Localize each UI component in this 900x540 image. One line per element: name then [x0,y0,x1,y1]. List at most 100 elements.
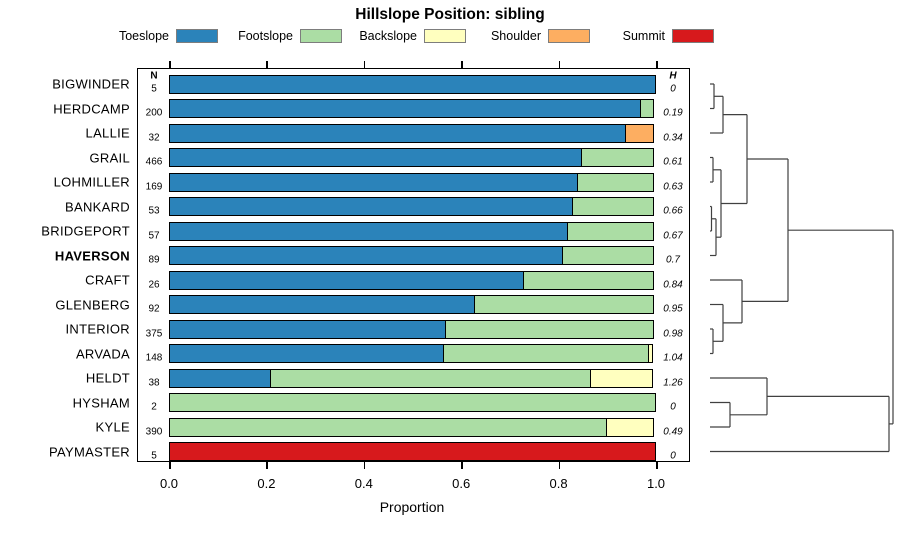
series-label: BANKARD [65,199,130,214]
table-row [169,319,656,339]
bar-segment-toeslope [169,344,445,363]
n-value: 5 [151,83,157,94]
bar-segment-toeslope [169,123,627,143]
toeslope-swatch [176,29,218,43]
series-label: ARVADA [75,346,130,361]
legend-label: Summit [622,29,665,43]
h-value: 0.49 [663,426,683,437]
n-value: 89 [148,254,160,266]
bar-segment-backslope [648,344,653,363]
bar-segment-footslope [581,148,655,167]
table-row [169,393,656,412]
x-tick-label: 1.0 [646,476,666,491]
x-tick-label: 0.0 [159,476,179,491]
bar-segment-backslope [589,368,653,388]
h-value: 0.63 [663,181,683,192]
series-label: HYSHAM [72,395,130,410]
table-row [169,270,656,290]
bar-segment-footslope [474,295,655,314]
h-value: 0.84 [663,279,683,290]
h-value: 0 [670,83,676,94]
bar-segment-footslope [561,246,655,265]
bar-segment-shoulder [625,123,655,143]
x-tick-bottom [656,462,658,469]
bar-segment-footslope [566,221,655,241]
shoulder-swatch [548,29,590,43]
series-label: GLENBERG [55,297,130,312]
n-value: 57 [148,230,160,241]
n-value: 375 [145,328,163,339]
bar-segment-toeslope [169,197,574,216]
bar-segment-footslope [269,368,592,388]
table-row [169,172,656,192]
bar-segment-toeslope [169,270,525,290]
series-label: BIGWINDER [52,76,130,92]
h-value: 1.26 [663,377,683,388]
series-label: KYLE [95,419,130,435]
backslope-swatch [424,29,466,43]
x-tick-top [656,61,658,68]
table-row [169,442,656,461]
h-value: 0.67 [663,230,683,241]
n-value: 32 [148,132,160,143]
bar-segment-footslope [576,172,655,192]
bar-segment-toeslope [169,172,579,192]
x-tick-label: 0.6 [452,476,471,491]
x-tick-bottom [169,462,171,469]
h-value: 0.19 [663,107,683,119]
table-row [169,99,656,118]
x-tick-top [558,61,561,68]
table-row [169,74,656,94]
h-value: 0.98 [663,328,683,339]
h-value: 0.61 [663,156,683,168]
bar-segment-footslope [169,393,656,412]
bar-segment-toeslope [169,74,656,94]
footslope-swatch [300,29,342,43]
table-row [169,221,656,241]
n-value: 169 [145,181,163,192]
bar-segment-footslope [523,270,655,290]
n-value: 2 [151,401,157,413]
legend-label: Shoulder [490,29,541,43]
bar-segment-toeslope [169,246,564,265]
x-tick-top [363,61,366,68]
n-value: 92 [148,303,160,315]
n-value: 26 [148,279,160,290]
bar-segment-footslope [169,417,608,437]
bar-segment-footslope [442,344,650,363]
h-value: 0 [670,401,676,413]
x-tick-top [266,61,268,68]
bar-segment-toeslope [169,319,447,339]
table-row [169,368,656,388]
legend-label: Toeslope [118,29,169,43]
bar-segment-footslope [639,99,655,118]
n-value: 466 [145,156,163,168]
x-tick-top [169,61,171,68]
table-row [169,295,656,314]
x-tick-label: 0.4 [354,476,373,491]
bar-segment-footslope [571,197,655,216]
table-row [169,123,656,143]
x-axis-title: Proportion [379,499,445,515]
legend-label: Footslope [238,29,293,43]
x-tick-bottom [363,462,366,469]
h-column-header: H [669,70,677,82]
h-value: 1.04 [663,352,683,364]
h-value: 0 [670,450,676,462]
h-value: 0.66 [663,205,683,217]
bar-segment-toeslope [169,99,642,118]
n-column-header: N [150,70,158,82]
series-label: LOHMILLER [53,174,130,190]
n-value: 53 [148,205,160,217]
h-value: 0.7 [666,254,680,266]
plot-frame [137,68,690,462]
summit-swatch [672,29,714,43]
series-label: HAVERSON [54,248,130,263]
bar-segment-backslope [605,417,655,437]
series-label: HERDCAMP [53,101,130,116]
series-label: PAYMASTER [49,444,130,459]
series-label: INTERIOR [65,321,130,337]
n-value: 148 [145,352,163,364]
n-value: 38 [148,377,160,388]
